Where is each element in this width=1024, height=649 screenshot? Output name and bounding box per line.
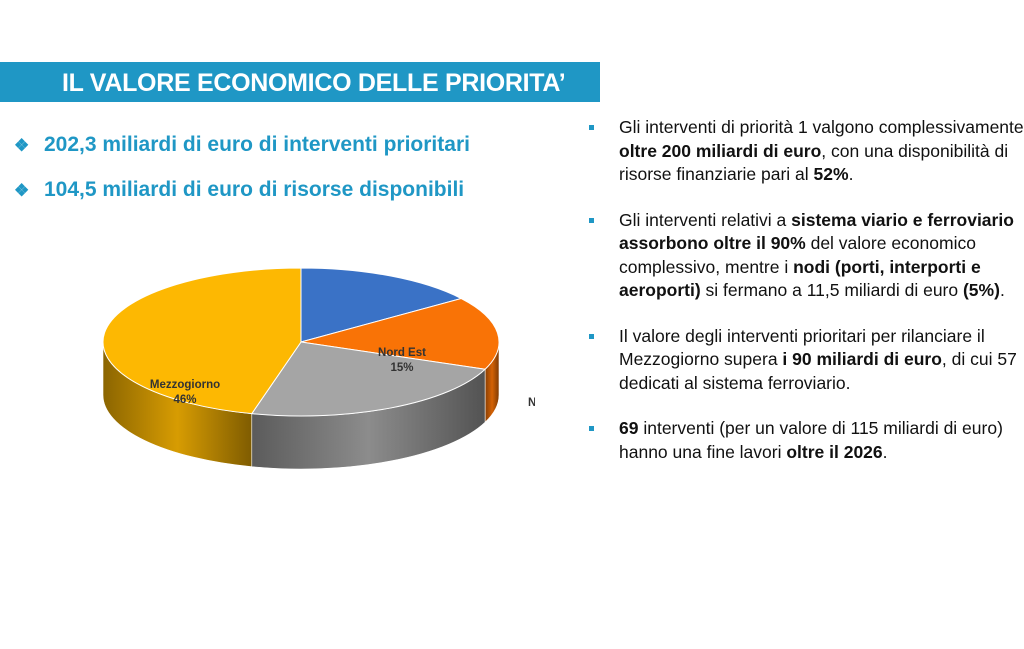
- bullet-bold-run: 52%: [813, 164, 849, 184]
- bullet-run: Gli interventi relativi a: [619, 209, 792, 230]
- bullet-text: Gli interventi di priorità 1 valgono com…: [619, 117, 1024, 184]
- bullet-run: si fermano a 11,5 miliardi di euro: [700, 280, 963, 300]
- title-bar: IL VALORE ECONOMICO DELLE PRIORITA’: [0, 62, 600, 102]
- bullet-bold-run: oltre 200 miliardi di euro: [619, 140, 822, 161]
- bullet-bold-run: (5%): [962, 280, 1000, 300]
- bullet-item: Il valore degli interventi prioritari pe…: [588, 325, 1024, 396]
- headline-text: 104,5 miliardi di euro di risorse dispon…: [44, 178, 465, 201]
- headline-risorse: ❖ 104,5 miliardi di euro di risorse dispo…: [14, 178, 464, 202]
- bullet-item: 69 interventi (per un valore di 115 mili…: [588, 417, 1024, 464]
- diamond-bullet-icon: ❖: [14, 136, 30, 155]
- square-bullet-icon: [589, 217, 594, 223]
- pie-slice-mezzogiorno: [102, 267, 302, 415]
- pie-slice-centro: [250, 341, 487, 417]
- diamond-bullet-icon: ❖: [14, 181, 30, 200]
- bullet-run: Gli interventi di priorità 1 valgono com…: [619, 117, 1024, 137]
- bullet-run: .: [999, 280, 1005, 300]
- headline-interventi: ❖ 202,3 miliardi di euro di interventi pr…: [14, 133, 470, 157]
- pie-slice-nord-ovest: [300, 297, 500, 370]
- bullet-list: Gli interventi di priorità 1 valgono com…: [588, 116, 1024, 464]
- bullet-run: .: [882, 441, 888, 462]
- bullet-run: del valore economico complessivo, mentre…: [619, 233, 976, 277]
- square-bullet-icon: [589, 125, 594, 130]
- bullet-item: Gli interventi di priorità 1 valgono com…: [588, 116, 1024, 187]
- bullet-run: , con una disponibilità di risorse finan…: [619, 140, 1009, 185]
- bullet-bold-run: nodi (porti, interporti e aeroporti): [619, 256, 981, 301]
- pie-label-mezzogiorno-name: Mezzogiorno: [150, 379, 220, 391]
- bullet-bold-run: 69: [619, 418, 639, 438]
- bullet-text: Gli interventi relativi a sistema viario…: [619, 210, 1014, 301]
- pie-label-nord-est-name: Nord Est: [378, 347, 426, 359]
- bullet-bold-run: i 90 miliardi di euro: [782, 349, 942, 369]
- bullet-run: interventi (per un valore di 115 miliard…: [619, 418, 1003, 462]
- bullet-run: .: [848, 164, 854, 184]
- bullet-text: 69 interventi (per un valore di 115 mili…: [619, 418, 1003, 462]
- bullet-text: Il valore degli interventi prioritari pe…: [619, 326, 1017, 393]
- pie-label-nord-ovest-name: Nord Ovest: [528, 397, 535, 409]
- headline-text: 202,3 miliardi di euro di interventi pri…: [44, 133, 470, 156]
- bullet-run: , di cui 57 dedicati al sistema ferrovia…: [619, 349, 1017, 393]
- page-title: IL VALORE ECONOMICO DELLE PRIORITA’: [62, 69, 566, 97]
- bullet-bold-run: oltre il 2026: [786, 441, 883, 462]
- bullet-item: Gli interventi relativi a sistema viario…: [588, 209, 1024, 303]
- pie-slice-nord-est: [300, 267, 463, 343]
- square-bullet-icon: [589, 426, 594, 431]
- square-bullet-icon: [589, 333, 594, 339]
- pie-label-nord-est-pct: 15%: [390, 362, 413, 374]
- pie-label-mezzogiorno-pct: 46%: [173, 394, 196, 406]
- bullet-run: Il valore degli interventi prioritari pe…: [619, 325, 985, 370]
- bullet-bold-run: sistema viario e ferroviario assorbono o…: [619, 209, 1014, 254]
